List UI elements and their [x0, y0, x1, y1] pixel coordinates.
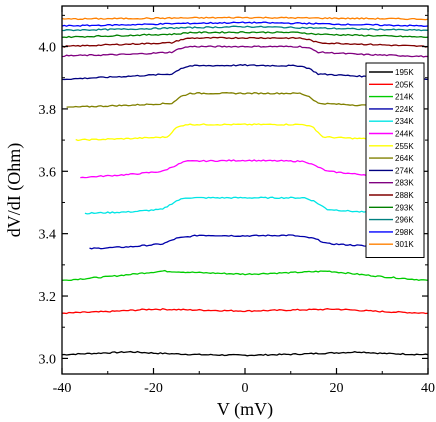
legend-label-214K: 214K: [395, 93, 414, 102]
legend-label-283K: 283K: [395, 179, 414, 188]
x-tick-label: 20: [330, 381, 344, 396]
legend-label-301K: 301K: [395, 240, 414, 249]
y-axis-title: dV/dI (Ohm): [4, 143, 25, 237]
legend-label-298K: 298K: [395, 228, 414, 237]
legend-label-195K: 195K: [395, 68, 414, 77]
legend-label-288K: 288K: [395, 191, 414, 200]
series-line-195K: [62, 350, 428, 357]
y-tick-label: 3.6: [39, 165, 57, 180]
y-tick-label: 3.4: [39, 228, 57, 243]
series-line-293K: [62, 30, 428, 39]
y-tick-label: 3.8: [39, 103, 57, 118]
series-line-205K: [62, 308, 428, 315]
x-tick-label: 0: [242, 381, 249, 396]
x-tick-label: -40: [53, 381, 72, 396]
legend-label-255K: 255K: [395, 142, 414, 151]
series-line-301K: [62, 16, 428, 21]
series-line-244K: [80, 159, 419, 179]
series-line-214K: [62, 269, 428, 282]
x-tick-label: -20: [144, 381, 163, 396]
series-line-255K: [75, 123, 419, 142]
series-line-298K: [62, 21, 428, 27]
legend-box: [365, 62, 425, 258]
legend-label-244K: 244K: [395, 130, 414, 139]
series-line-288K: [62, 36, 428, 48]
legend-label-205K: 205K: [395, 80, 414, 89]
y-tick-label: 4.0: [39, 41, 57, 56]
legend-label-224K: 224K: [395, 105, 414, 114]
legend-label-274K: 274K: [395, 166, 414, 175]
y-tick-label: 3.2: [39, 290, 57, 305]
y-tick-label: 3.0: [39, 352, 57, 367]
series-line-283K: [62, 45, 428, 58]
series-line-264K: [66, 92, 424, 109]
legend-label-293K: 293K: [395, 203, 414, 212]
legend-label-234K: 234K: [395, 117, 414, 126]
legend-label-264K: 264K: [395, 154, 414, 163]
series-line-296K: [62, 25, 428, 32]
x-axis-title: V (mV): [217, 399, 273, 420]
series-line-234K: [84, 196, 419, 217]
x-tick-label: 40: [421, 381, 435, 396]
legend-label-296K: 296K: [395, 216, 414, 225]
